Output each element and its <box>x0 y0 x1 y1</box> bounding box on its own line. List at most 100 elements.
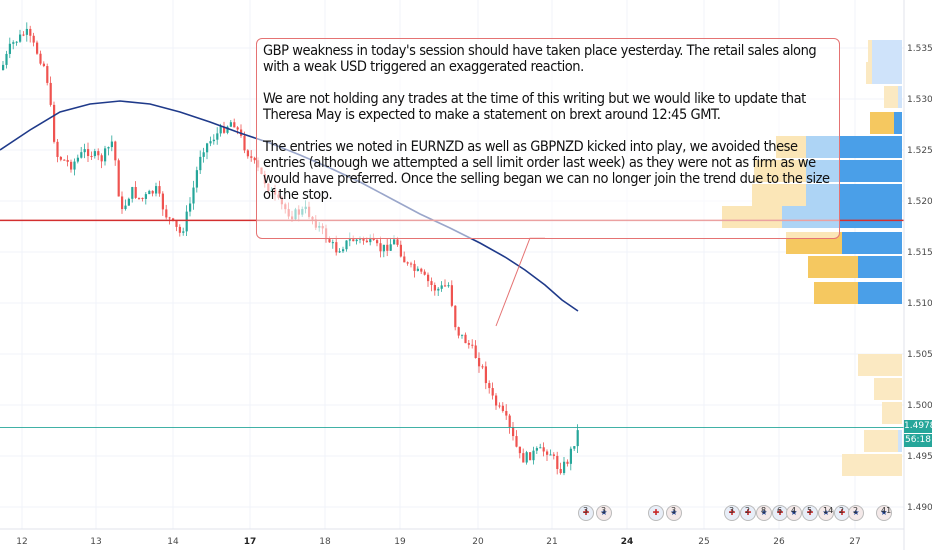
candle-body <box>138 197 141 199</box>
candle-body <box>53 104 56 142</box>
candle-body <box>535 448 538 451</box>
candle-body <box>559 468 562 474</box>
candle-body <box>73 161 76 170</box>
event-count: 4 <box>791 506 797 515</box>
candle-body <box>80 152 83 158</box>
candle-body <box>386 244 389 251</box>
candle-body <box>389 244 392 251</box>
event-count: 2 <box>853 506 859 515</box>
candle-body <box>488 383 491 389</box>
candle-body <box>430 281 433 286</box>
volume-bar-sell <box>870 112 894 134</box>
candle-body <box>127 198 130 206</box>
candle-body <box>172 218 175 221</box>
uk-flag-icon[interactable]: ✚ <box>724 505 740 521</box>
candle-body <box>212 139 215 142</box>
us-flag-icon[interactable]: ★ <box>786 505 802 521</box>
candle-body <box>522 453 525 463</box>
candle-body <box>124 205 127 210</box>
candle-body <box>12 42 15 44</box>
price-tick-label: 1.5150 <box>907 248 932 258</box>
candle-body <box>542 447 545 452</box>
candle-body <box>5 53 8 65</box>
candle-body <box>8 43 11 54</box>
candle-body <box>42 63 45 67</box>
candle-body <box>416 268 419 271</box>
candle-body <box>369 237 372 243</box>
candle-body <box>155 186 158 194</box>
price-tick-label: 1.5000 <box>907 401 932 411</box>
candle-body <box>573 446 576 449</box>
candle-body <box>569 448 572 464</box>
us-flag-icon[interactable]: ★ <box>666 505 682 521</box>
candle-body <box>39 53 42 64</box>
event-count: 2 <box>839 506 845 515</box>
note-paragraph-2: We are not holding any trades at the tim… <box>263 91 806 123</box>
uk-flag-icon[interactable]: ✚ <box>740 505 756 521</box>
us-flag-icon[interactable]: ★ <box>876 505 892 521</box>
date-tick-label: 14 <box>167 537 179 547</box>
event-count: 3 <box>583 506 589 515</box>
date-tick-label: 24 <box>621 537 634 547</box>
candle-body <box>59 156 62 160</box>
candle-body <box>508 415 511 428</box>
candle-body <box>501 405 504 411</box>
event-count: 8 <box>761 506 767 515</box>
candle-body <box>63 159 66 161</box>
candle-body <box>83 149 86 153</box>
volume-bar-sell <box>884 86 898 108</box>
price-tick-label: 1.4900 <box>907 503 932 513</box>
candle-body <box>471 344 474 346</box>
candle-body <box>345 240 348 250</box>
candle-body <box>433 285 436 291</box>
candle-body <box>250 156 253 158</box>
analysis-note[interactable]: GBP weakness in today's session should h… <box>256 38 840 239</box>
date-tick-label: 19 <box>394 537 406 547</box>
price-tick-label: 1.5350 <box>907 44 932 54</box>
candle-body <box>121 196 124 210</box>
candle-body <box>25 28 28 35</box>
price-axis[interactable]: 1.5350 1.5300 1.5250 1.5200 1.5150 1.5100 1.50… <box>907 44 932 513</box>
candle-body <box>131 187 134 199</box>
candle-body <box>32 35 35 43</box>
candle-body <box>229 122 232 127</box>
date-tick-label: 12 <box>16 537 27 547</box>
candle-body <box>457 327 460 336</box>
candle-body <box>192 187 195 204</box>
candle-body <box>362 238 365 241</box>
candle-body <box>144 194 147 199</box>
us-flag-icon[interactable]: ★ <box>848 505 864 521</box>
candle-body <box>427 274 430 282</box>
date-tick-label: 13 <box>90 537 101 547</box>
candle-body <box>22 34 25 36</box>
candle-body <box>66 159 69 162</box>
candle-body <box>450 285 453 306</box>
current-price-badge: 1.4978 <box>904 420 932 434</box>
candle-body <box>178 226 181 233</box>
uk-flag-icon[interactable]: ✚ <box>648 505 664 521</box>
candle-body <box>226 126 229 133</box>
candle-body <box>328 239 331 243</box>
candle-body <box>440 285 443 289</box>
uk-flag-icon[interactable]: ✚ <box>802 505 818 521</box>
candle-body <box>151 190 154 194</box>
us-flag-icon[interactable]: ★ <box>756 505 772 521</box>
time-axis[interactable]: 12 13 14 17 18 19 20 21 24 25 26 27 <box>16 537 860 547</box>
us-flag-icon[interactable]: ★ <box>596 505 612 521</box>
candle-body <box>216 133 219 140</box>
candle-body <box>423 271 426 275</box>
volume-bar-sell <box>882 402 902 424</box>
candle-body <box>104 148 107 162</box>
candle-body <box>379 243 382 252</box>
event-count: 3 <box>671 506 677 515</box>
volume-bar-buy <box>858 282 902 304</box>
uk-flag-icon[interactable]: ✚ <box>578 505 594 521</box>
note-callout-pointer <box>495 237 545 327</box>
us-flag-icon[interactable]: ★ <box>818 505 834 521</box>
candle-body <box>461 334 464 336</box>
candle-body <box>437 288 440 291</box>
candle-body <box>19 34 22 42</box>
candle-body <box>410 263 413 265</box>
candle-body <box>90 156 93 158</box>
volume-bar-sell <box>866 62 872 84</box>
